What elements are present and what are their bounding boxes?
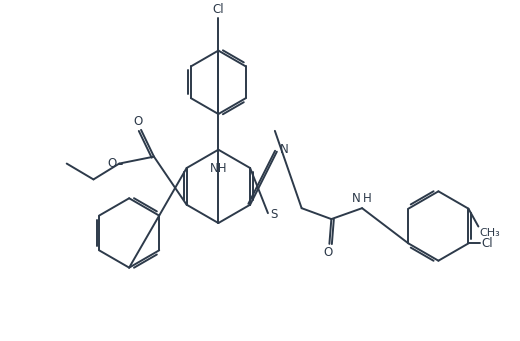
Text: N: N bbox=[353, 192, 361, 205]
Text: NH: NH bbox=[210, 162, 227, 175]
Text: Cl: Cl bbox=[213, 3, 224, 16]
Text: H: H bbox=[363, 192, 372, 205]
Text: O: O bbox=[324, 246, 333, 259]
Text: Cl: Cl bbox=[482, 237, 493, 250]
Text: S: S bbox=[270, 208, 277, 221]
Text: N: N bbox=[280, 143, 289, 156]
Text: O: O bbox=[134, 115, 142, 128]
Text: O: O bbox=[107, 157, 116, 170]
Text: CH₃: CH₃ bbox=[479, 227, 500, 237]
